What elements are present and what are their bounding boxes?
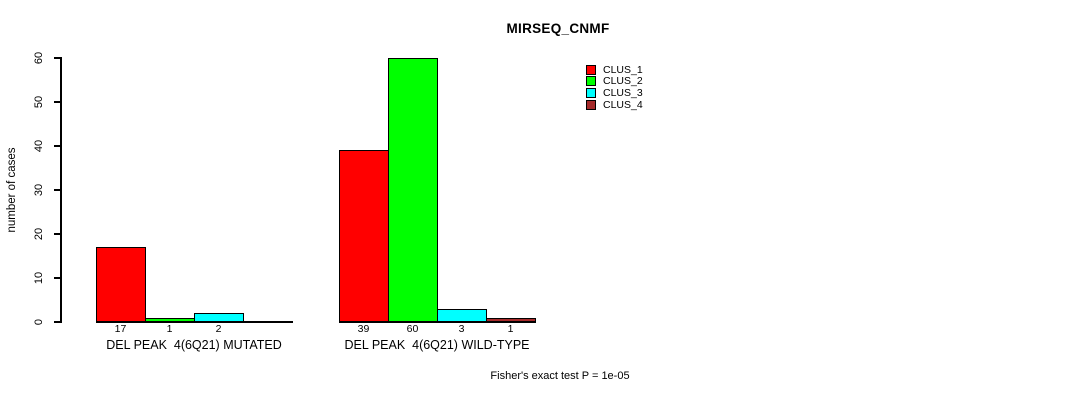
y-tick xyxy=(54,145,62,147)
bar-value-label: 1 xyxy=(507,323,514,335)
y-tick-label: 40 xyxy=(33,139,45,153)
bar-value-label: 1 xyxy=(166,323,173,335)
legend-item: CLUS_1 xyxy=(586,64,643,76)
y-tick-label: 20 xyxy=(33,227,45,241)
legend-item: CLUS_3 xyxy=(586,87,643,99)
legend: CLUS_1 CLUS_2 CLUS_3 CLUS_4 xyxy=(586,64,643,111)
legend-item: CLUS_2 xyxy=(586,75,643,88)
legend-label-clus-3: CLUS_3 xyxy=(603,86,643,99)
group-label-mutated: DEL PEAK 4(6Q21) MUTATED xyxy=(106,338,282,352)
bar xyxy=(145,317,195,322)
y-tick-label: 0 xyxy=(33,318,45,326)
chart-title: MIRSEQ_CNMF xyxy=(506,21,610,36)
legend-swatch-clus-1-icon xyxy=(586,64,596,75)
x-baseline xyxy=(339,321,536,323)
bar-value-label: 39 xyxy=(357,323,370,335)
y-tick xyxy=(54,189,62,191)
legend-swatch-clus-4-icon xyxy=(586,99,596,110)
y-tick-label: 10 xyxy=(33,271,45,285)
y-tick-label: 50 xyxy=(33,95,45,109)
bar xyxy=(437,308,487,322)
y-tick xyxy=(54,233,62,235)
legend-label-clus-4: CLUS_4 xyxy=(603,98,643,111)
bar-value-label: 17 xyxy=(114,323,127,335)
x-baseline xyxy=(96,321,293,323)
y-tick xyxy=(54,321,62,323)
y-tick-label: 60 xyxy=(33,51,45,65)
bar xyxy=(339,150,389,322)
fisher-test-footnote: Fisher's exact test P = 1e-05 xyxy=(490,370,630,382)
legend-label-clus-2: CLUS_2 xyxy=(603,75,643,88)
group-label-wild-type: DEL PEAK 4(6Q21) WILD-TYPE xyxy=(344,338,530,352)
legend-swatch-clus-3-icon xyxy=(586,87,596,98)
legend-swatch-clus-2-icon xyxy=(586,76,596,87)
bar-value-label: 60 xyxy=(406,323,419,335)
legend-label-clus-1: CLUS_1 xyxy=(603,63,643,76)
y-tick xyxy=(54,57,62,59)
bar xyxy=(388,58,438,322)
y-tick xyxy=(54,101,62,103)
bar xyxy=(486,317,536,322)
legend-item: CLUS_4 xyxy=(586,99,643,111)
bar xyxy=(96,247,146,322)
bar-value-label: 2 xyxy=(215,323,222,335)
y-tick xyxy=(54,277,62,279)
bar-value-label: 3 xyxy=(458,323,465,335)
bar xyxy=(194,313,244,322)
y-tick-label: 30 xyxy=(33,183,45,197)
